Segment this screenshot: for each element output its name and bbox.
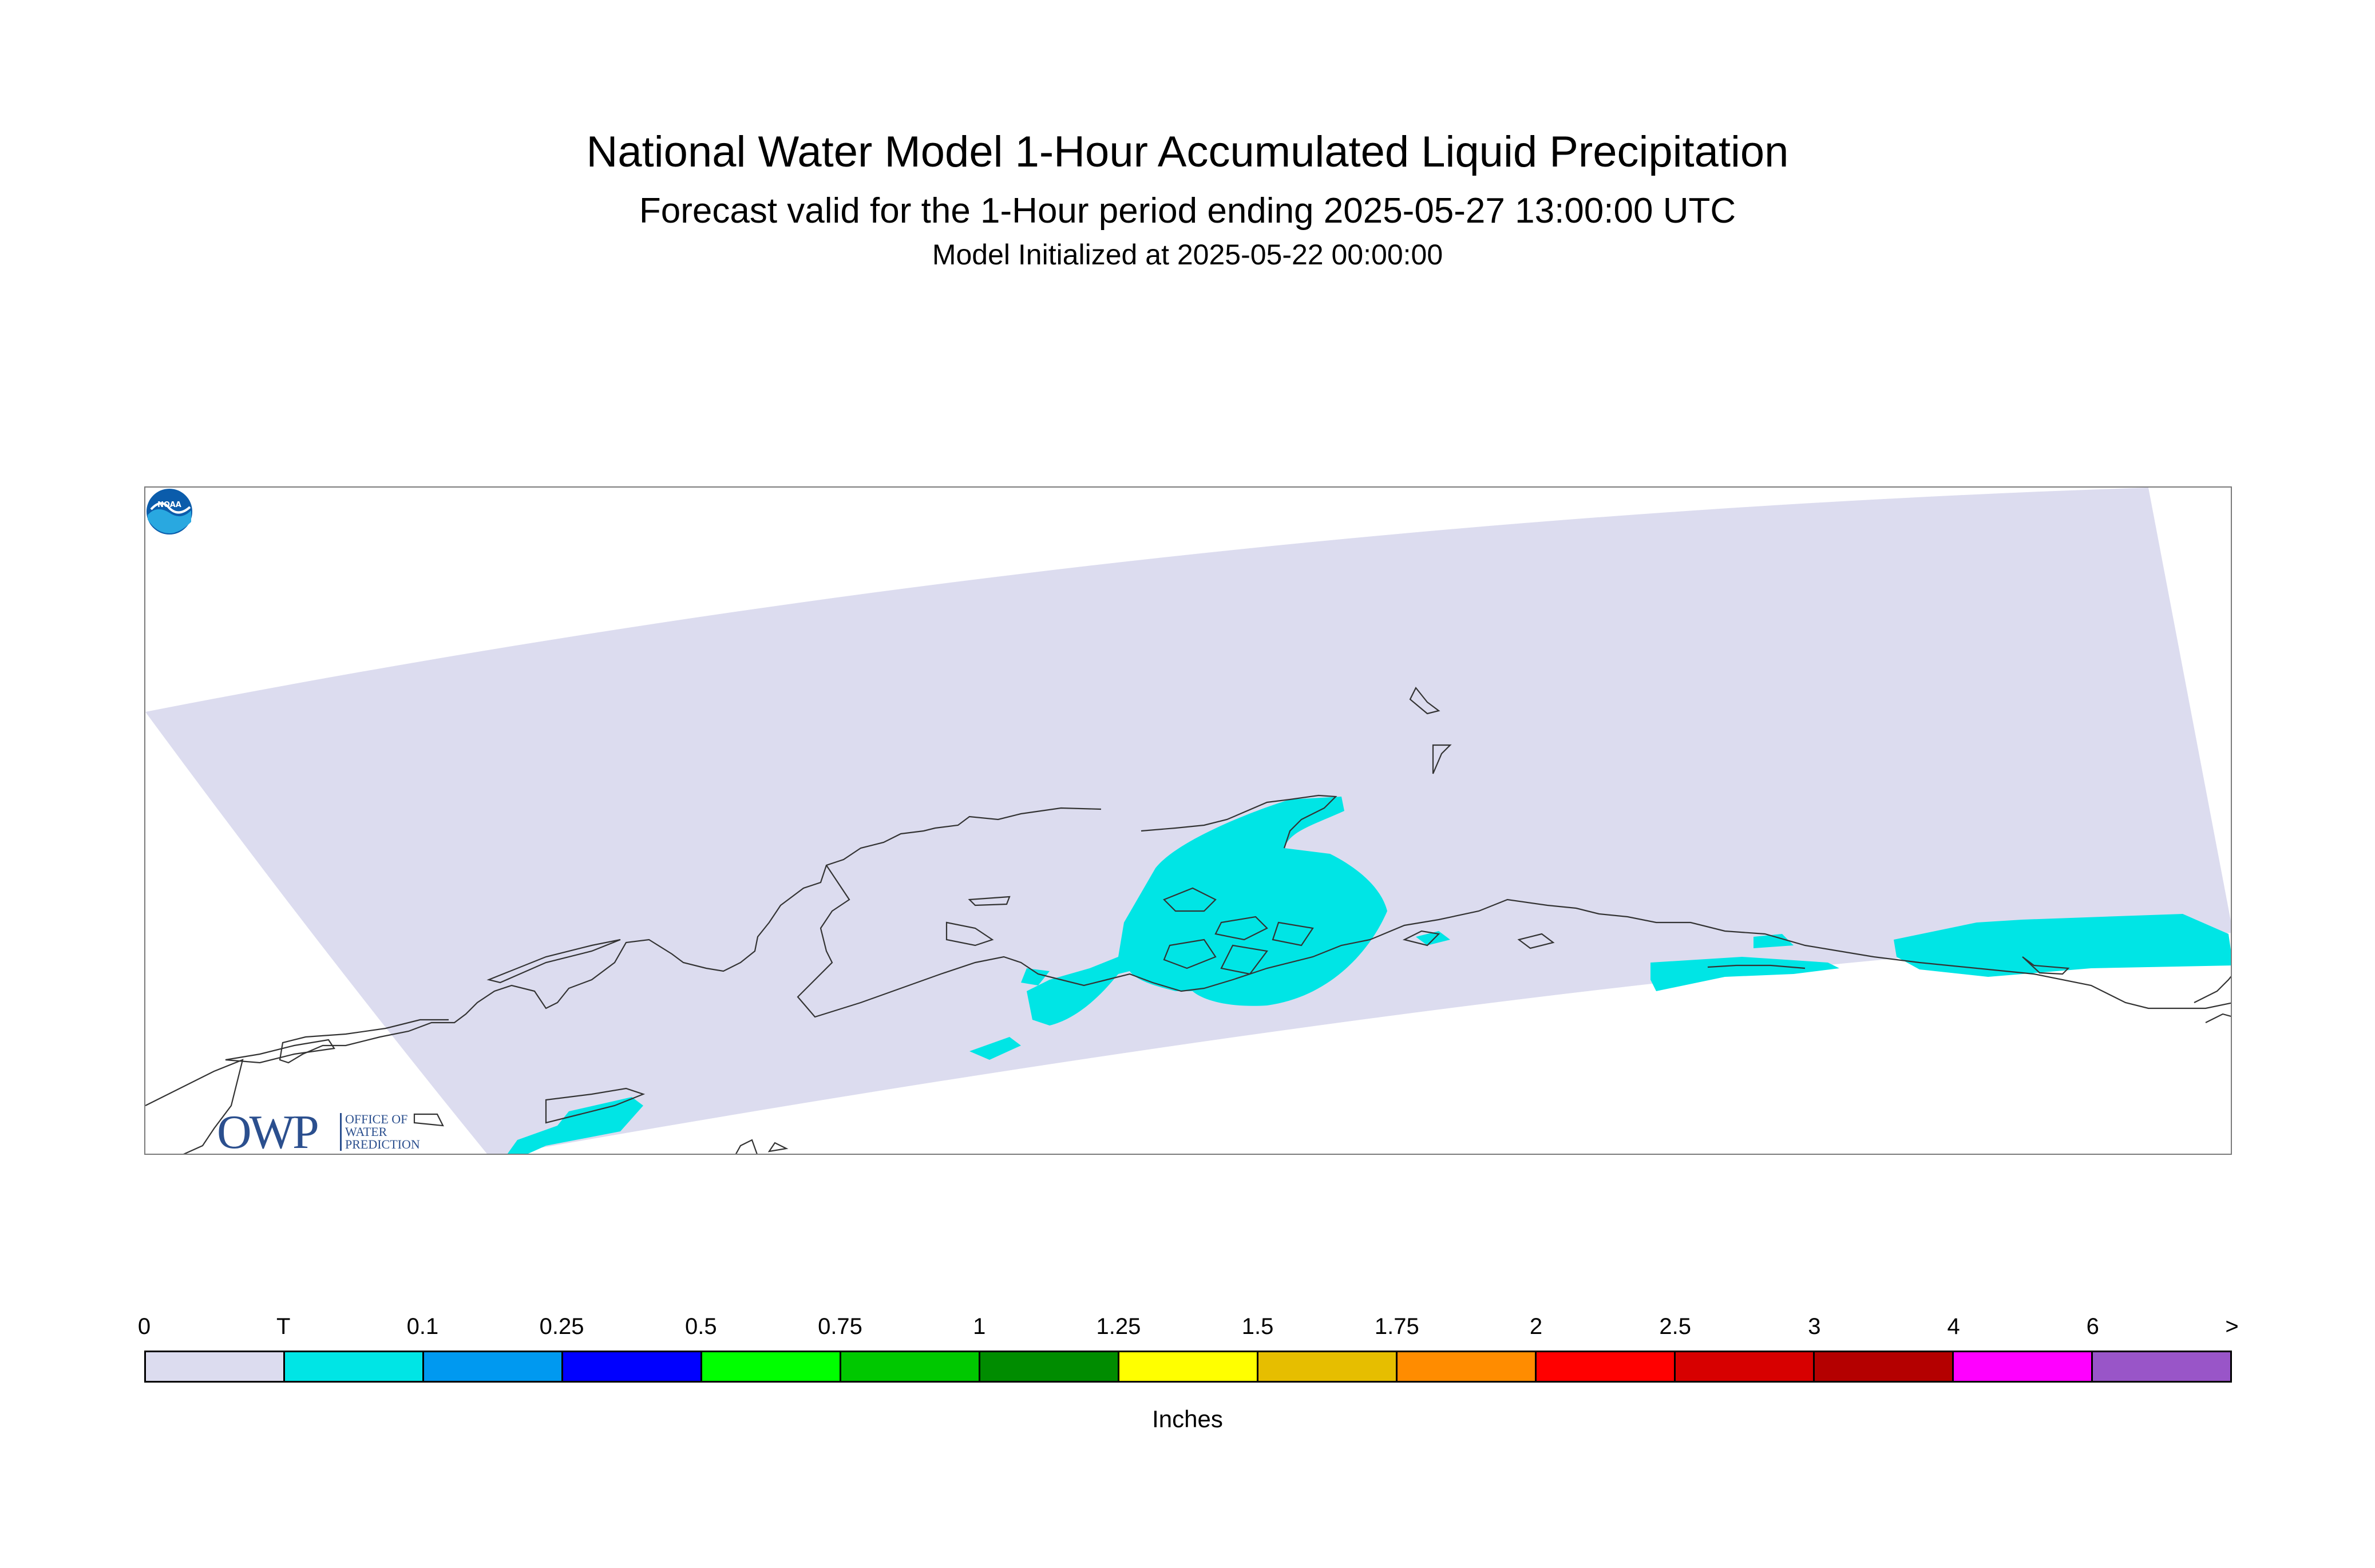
legend-swatch xyxy=(2093,1352,2230,1381)
owp-logo-caption: OFFICE OF WATER PREDICTION xyxy=(340,1113,420,1151)
precip-area-gulf-1 xyxy=(1416,931,1450,945)
legend-swatch xyxy=(1119,1352,1258,1381)
noaa-logo-text: NOAA xyxy=(157,501,181,509)
precip-area-east xyxy=(1894,914,2231,977)
legend-tick-label: 6 xyxy=(2086,1314,2099,1339)
legend-swatch xyxy=(1954,1352,2093,1381)
coastline-gulf-islands xyxy=(1402,930,1555,949)
owp-logo-line-1: OFFICE OF xyxy=(345,1112,408,1126)
legend-swatch xyxy=(563,1352,702,1381)
color-legend xyxy=(144,1351,2232,1383)
legend-tick-label: 1 xyxy=(973,1314,986,1339)
map-panel: OWP OFFICE OF WATER PREDICTION NOAA xyxy=(144,486,2232,1155)
coastline-lake xyxy=(945,896,1011,947)
legend-tick-label: > xyxy=(2225,1314,2239,1339)
map-subtitle: Forecast valid for the 1-Hour period end… xyxy=(639,191,1736,231)
model-init-time: Model Initialized at 2025-05-22 00:00:00 xyxy=(932,239,1443,271)
legend-tick-label: T xyxy=(276,1314,291,1339)
legend-tick-label: 0.25 xyxy=(539,1314,584,1339)
legend-swatch xyxy=(1537,1352,1676,1381)
legend-tick-label: 2.5 xyxy=(1659,1314,1691,1339)
precip-area-bay xyxy=(1027,797,1387,1025)
precip-areas xyxy=(507,797,2231,1154)
owp-logo-line-3: PREDICTION xyxy=(345,1137,420,1151)
coastline-bay-inner xyxy=(1141,794,1337,849)
legend-swatch xyxy=(1258,1352,1398,1381)
legend-tick-label: 0.5 xyxy=(684,1314,717,1339)
legend-swatch xyxy=(1398,1352,1537,1381)
legend-tick-label: 3 xyxy=(1808,1314,1821,1339)
legend-swatch xyxy=(980,1352,1119,1381)
coastlines xyxy=(145,686,2231,1154)
legend-swatch xyxy=(702,1352,841,1381)
legend-tick-label: 4 xyxy=(1947,1314,1960,1339)
map-canvas xyxy=(145,488,2231,1154)
precip-area-gulf-2 xyxy=(1650,957,1839,991)
coastline-bay-west xyxy=(797,865,2231,1018)
legend-swatch xyxy=(1676,1352,1815,1381)
coastline-southwest xyxy=(145,1039,335,1154)
legend-tick-label: 2 xyxy=(1529,1314,1543,1339)
coastline-west-island xyxy=(486,939,621,984)
noaa-logo: NOAA xyxy=(147,489,192,534)
legend-tick-label: 0 xyxy=(137,1314,151,1339)
legend-swatch xyxy=(146,1352,285,1381)
coastline-bay-islands xyxy=(1163,887,1314,975)
legend-swatch xyxy=(285,1352,424,1381)
precip-area-gulf-3 xyxy=(1753,934,1794,948)
coastline-east-islands xyxy=(2022,956,2231,1023)
coastline-aleutian xyxy=(413,1087,646,1127)
legend-swatch xyxy=(424,1352,563,1381)
legend-tick-label: 1.75 xyxy=(1374,1314,1419,1339)
legend-tick-label: 0.75 xyxy=(818,1314,862,1339)
model-domain xyxy=(145,488,2231,1154)
precip-area-south-1 xyxy=(969,1037,1021,1060)
precip-area-aleutian xyxy=(507,1097,643,1154)
legend-tick-label: 1.5 xyxy=(1241,1314,1274,1339)
legend-unit-label: Inches xyxy=(1152,1405,1223,1432)
coastline-mainland xyxy=(279,807,1102,1064)
legend-tick-label: 1.25 xyxy=(1096,1314,1141,1339)
coastline-north-islands xyxy=(1409,686,1452,774)
legend-swatch xyxy=(841,1352,980,1381)
coastline-south-islands xyxy=(735,1139,789,1154)
legend-tick-label: 0.1 xyxy=(406,1314,439,1339)
coastline-border-segment xyxy=(1707,964,1806,969)
map-title: National Water Model 1-Hour Accumulated … xyxy=(586,128,1789,176)
precip-area-peninsula xyxy=(1021,968,1050,985)
owp-logo-line-2: WATER xyxy=(345,1124,387,1139)
legend-swatch xyxy=(1815,1352,1954,1381)
owp-logo-mark: OWP xyxy=(217,1106,319,1155)
